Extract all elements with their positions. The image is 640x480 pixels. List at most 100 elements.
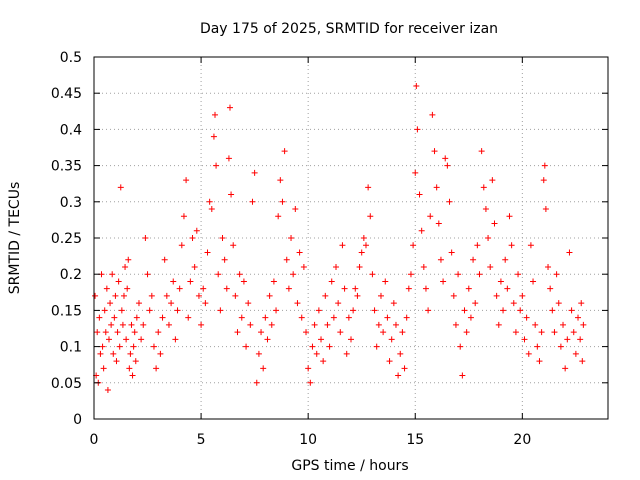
data-point <box>183 177 190 184</box>
y-tick-label: 0.1 <box>60 340 82 356</box>
data-point <box>476 271 483 278</box>
data-point <box>110 350 117 357</box>
data-point <box>103 285 110 292</box>
y-tick-label: 0.25 <box>51 231 82 247</box>
data-point <box>146 307 153 314</box>
data-point <box>519 292 526 299</box>
data-point <box>365 184 372 191</box>
data-point <box>380 329 387 336</box>
data-point <box>341 285 348 292</box>
data-point <box>386 358 393 365</box>
data-point <box>407 271 414 278</box>
data-point <box>397 350 404 357</box>
data-point <box>189 235 196 241</box>
data-point <box>568 307 575 314</box>
data-point <box>315 307 322 314</box>
data-point <box>335 300 342 307</box>
data-point <box>422 285 429 292</box>
data-point <box>399 329 406 336</box>
data-point <box>92 292 99 299</box>
data-point <box>202 300 209 307</box>
data-point <box>504 285 511 292</box>
y-tick-label: 0.2 <box>60 267 82 283</box>
data-point <box>109 271 116 278</box>
data-point <box>305 365 312 372</box>
data-point <box>163 292 170 299</box>
data-point <box>506 213 513 220</box>
data-point <box>187 278 194 285</box>
data-point <box>238 314 245 321</box>
data-point <box>367 213 374 220</box>
data-point <box>236 271 243 278</box>
data-point <box>300 263 307 270</box>
data-point <box>575 314 582 321</box>
data-point <box>551 329 558 336</box>
data-point <box>130 343 137 350</box>
data-point <box>536 358 543 365</box>
data-point <box>281 148 288 155</box>
data-point <box>223 285 230 292</box>
data-point <box>333 263 340 270</box>
data-point <box>292 206 299 213</box>
data-point <box>493 292 500 299</box>
data-point <box>108 321 115 328</box>
data-point <box>96 314 103 321</box>
data-point <box>127 350 134 357</box>
y-tick-label: 0.05 <box>51 376 82 392</box>
data-point <box>330 314 337 321</box>
data-point <box>206 198 213 205</box>
data-point <box>266 292 273 299</box>
data-point <box>527 242 534 249</box>
x-tick-labels: 0 5 10 15 20 <box>90 432 532 448</box>
data-point <box>172 336 179 343</box>
x-axis-label: GPS time / hours <box>291 458 408 474</box>
data-point <box>577 336 584 343</box>
data-point <box>461 307 468 314</box>
data-point <box>553 271 560 278</box>
data-point <box>275 213 282 220</box>
x-tick-label: 5 <box>197 432 206 448</box>
data-point <box>133 314 140 321</box>
data-point <box>371 307 378 314</box>
data-point <box>549 307 556 314</box>
data-point <box>480 184 487 191</box>
data-point <box>444 162 451 169</box>
data-point <box>482 206 489 213</box>
data-point <box>354 292 361 299</box>
data-point <box>273 307 280 314</box>
y-tick-label: 0.35 <box>51 159 82 175</box>
data-point <box>495 321 502 328</box>
data-point <box>414 126 421 133</box>
data-point <box>104 387 111 394</box>
data-point <box>440 278 447 285</box>
data-point <box>540 177 547 184</box>
data-point <box>115 278 122 285</box>
data-point <box>193 227 200 234</box>
data-point <box>373 343 380 350</box>
data-point <box>148 292 155 299</box>
data-point <box>525 350 532 357</box>
data-point <box>348 336 354 343</box>
data-point <box>405 285 412 292</box>
data-point <box>262 314 269 321</box>
data-point <box>500 307 507 314</box>
x-tick-label: 10 <box>299 432 317 448</box>
data-point <box>410 242 417 249</box>
data-point <box>562 365 569 372</box>
data-point <box>345 314 352 321</box>
data-point <box>112 292 119 299</box>
data-point <box>395 372 402 379</box>
data-point <box>433 184 440 191</box>
y-tick-label: 0.5 <box>60 50 82 66</box>
data-point <box>285 285 292 292</box>
data-point <box>195 292 202 299</box>
data-point <box>517 307 524 314</box>
data-point <box>270 278 277 285</box>
data-point <box>352 285 359 292</box>
data-point <box>313 350 320 357</box>
data-point <box>140 321 147 328</box>
data-point <box>512 329 519 336</box>
data-point <box>307 379 314 386</box>
data-point <box>487 263 494 270</box>
data-point <box>452 321 459 328</box>
